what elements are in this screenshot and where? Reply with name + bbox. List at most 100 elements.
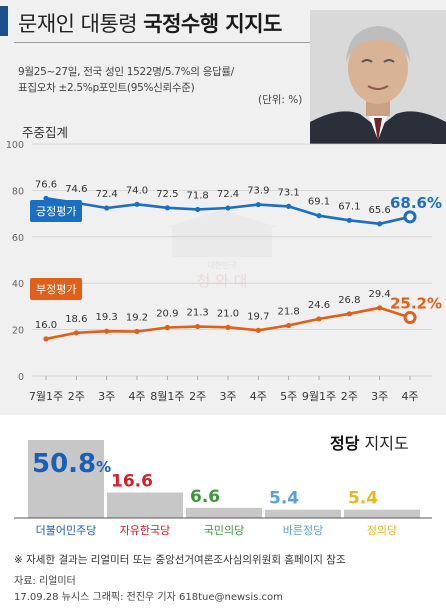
y-tick-label: 80 — [12, 186, 24, 197]
president-portrait — [310, 10, 446, 144]
disapprove-point — [286, 322, 292, 329]
x-tick-label: 7월1주 — [29, 390, 63, 403]
disapprove-data-label: 19.7 — [247, 311, 269, 322]
party-name-label: 정의당 — [367, 524, 397, 537]
disapprove-point — [73, 330, 79, 336]
party-name-label: 자유한국당 — [120, 524, 171, 537]
approve-data-label: 73.9 — [247, 186, 269, 197]
disapprove-data-label: 21.8 — [278, 306, 300, 317]
x-tick-label: 8월1주 — [150, 390, 184, 403]
x-tick-label: 2주 — [341, 390, 358, 403]
disapprove-point — [134, 328, 140, 335]
disapprove-data-label: 26.8 — [338, 295, 360, 306]
approve-data-label: 65.6 — [369, 205, 391, 216]
approve-data-label: 76.6 — [35, 179, 57, 190]
party-name-label: 국민의당 — [204, 524, 244, 537]
disapprove-point — [316, 316, 322, 322]
disapprove-data-label: 19.3 — [96, 312, 118, 323]
disapprove-point — [195, 323, 201, 330]
disapprove-data-label: 29.4 — [369, 289, 391, 300]
disapprove-data-label: 24.6 — [308, 300, 330, 311]
approve-point — [403, 210, 417, 224]
y-tick-label: 20 — [12, 326, 24, 337]
approval-line-chart: 대한민국 청 와 대 0 20 40 60 80 100 76.6 74.6 72.4 74.0… — [6, 140, 442, 403]
party-support-title: 정당 지지도 — [330, 434, 409, 453]
disapprove-point — [104, 328, 110, 334]
weekly-tally-label: 주중집계 — [22, 125, 69, 140]
x-tick-label: 3주 — [98, 390, 115, 403]
disapprove-point — [255, 327, 261, 333]
disapprove-point — [403, 311, 417, 325]
graphic-credit: 17.09.28 뉴시스 그래픽: 전진우 기자 618tue@newsis.c… — [14, 592, 283, 603]
party-bar-group: 16.6 자유한국당 — [107, 472, 183, 537]
unit-label: (단위: %) — [258, 94, 303, 106]
disapprove-point — [225, 324, 231, 330]
party-bar-group: 5.4 바른정당 — [265, 489, 341, 537]
x-tick-label: 5주 — [280, 390, 297, 403]
approve-point — [346, 217, 352, 223]
approve-series-label: 긍정평가 — [30, 200, 83, 222]
x-tick-label: 4주 — [128, 390, 145, 403]
approve-data-label: 72.4 — [96, 189, 118, 200]
disapprove-data-label: 18.6 — [65, 314, 87, 325]
disapprove-point — [164, 324, 170, 331]
party-bar-group: 50.8%더불어민주당 — [28, 440, 111, 537]
approve-point — [104, 205, 110, 211]
party-value-label: 5.4 — [348, 489, 378, 509]
disapprove-point — [346, 311, 352, 317]
party-bar — [265, 509, 341, 518]
x-tick-label: 3주 — [219, 390, 236, 403]
approve-data-label: 67.1 — [338, 201, 360, 212]
disapprove-data-label: 19.2 — [126, 312, 148, 323]
approve-data-label: 69.1 — [308, 197, 330, 208]
party-bar-group: 6.6 국민의당 — [186, 487, 262, 537]
approve-point — [225, 205, 231, 211]
party-value-label: 16.6 — [111, 472, 153, 492]
party-value-label: 6.6 — [190, 487, 220, 507]
approve-point — [195, 206, 201, 213]
x-tick-label: 4주 — [401, 390, 418, 403]
survey-meta-line1: 9월25~27일, 전국 성인 1522명/5.7%의 응답률/ — [18, 66, 235, 78]
approve-data-label: 72.4 — [217, 189, 239, 200]
approve-data-label: 71.8 — [187, 190, 209, 201]
disapprove-data-label: 20.9 — [156, 309, 178, 320]
data-source: 자료: 리얼미터 — [14, 576, 76, 587]
party-bar — [28, 440, 104, 518]
watermark-subtitle: 대한민국 — [207, 260, 236, 270]
party-value-suffix: % — [96, 458, 111, 476]
party-bar-group: 5.4 정의당 — [344, 489, 420, 537]
disapprove-series-label: 부정평가 — [30, 278, 83, 300]
disapprove-point — [377, 305, 383, 311]
x-tick-label: 2주 — [68, 390, 85, 403]
approve-point — [377, 221, 383, 227]
party-name-label: 더불어민주당 — [36, 524, 97, 537]
approve-data-label: 74.6 — [65, 184, 87, 195]
approve-point — [255, 201, 261, 208]
header-accent-bar — [0, 6, 8, 36]
x-tick-label: 4주 — [250, 390, 267, 403]
blue-house-watermark: 대한민국 청 와 대 — [166, 210, 278, 290]
x-tick-label: 3주 — [371, 390, 388, 403]
approve-data-label: 74.0 — [126, 185, 148, 196]
party-bar — [186, 507, 262, 518]
party-bar — [107, 492, 183, 518]
approve-data-label: 72.5 — [156, 189, 178, 200]
disapprove-point — [43, 336, 49, 342]
approve-point — [134, 201, 140, 207]
disapprove-data-label: 21.0 — [217, 308, 239, 319]
approve-data-label: 68.6% — [390, 194, 442, 212]
approve-point — [316, 213, 322, 219]
footnote: ※ 자세한 결과는 리얼미터 또는 중앙선거여론조사심의위원회 홈페이지 참조 — [14, 554, 346, 566]
disapprove-data-label: 25.2% — [390, 295, 442, 313]
page-title: 문재인 대통령 국정수행 지지도 — [18, 12, 282, 36]
y-tick-label: 60 — [12, 233, 24, 244]
survey-meta-line2: 표집오차 ±2.5%p포인트(95%신뢰수준) — [18, 82, 195, 94]
approve-data-label: 73.1 — [278, 187, 300, 198]
disapprove-data-label: 16.0 — [35, 320, 57, 331]
approve-point — [164, 205, 170, 211]
title-underline — [14, 42, 314, 43]
approve-point — [286, 203, 292, 210]
x-tick-label: 2주 — [189, 390, 206, 403]
y-tick-label: 100 — [6, 140, 24, 151]
